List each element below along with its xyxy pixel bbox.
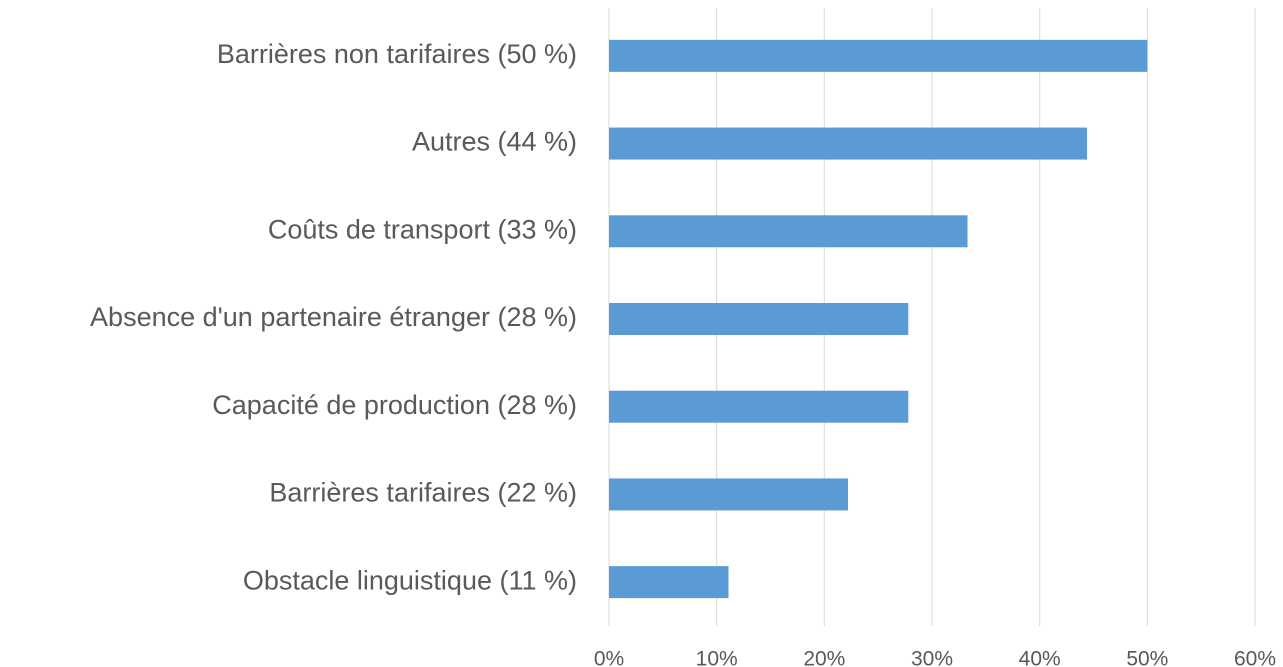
y-tick-label: Coûts de transport (33 %) [268, 214, 577, 244]
bar [609, 303, 909, 335]
x-tick-label: 40% [1019, 648, 1061, 667]
x-tick-label: 60% [1234, 648, 1276, 667]
bar [609, 478, 849, 511]
x-tick-label: 10% [696, 648, 738, 667]
bar [609, 390, 909, 423]
bar [609, 215, 968, 248]
x-tick-label: 50% [1126, 648, 1168, 667]
y-tick-label: Absence d'un partenaire étranger (28 %) [90, 302, 577, 332]
y-tick-label: Capacité de production (28 %) [212, 390, 577, 420]
y-tick-label: Barrières non tarifaires (50 %) [217, 39, 577, 69]
y-tick-label: Obstacle linguistique (11 %) [243, 565, 577, 595]
x-tick-label: 30% [911, 648, 953, 667]
bar [609, 39, 1148, 72]
x-tick-label: 20% [803, 648, 845, 667]
y-tick-label: Barrières tarifaires (22 %) [269, 478, 577, 508]
y-tick-label: Autres (44 %) [412, 127, 577, 157]
x-tick-label: 0% [594, 648, 624, 667]
bar [609, 127, 1088, 160]
bar [609, 566, 729, 599]
